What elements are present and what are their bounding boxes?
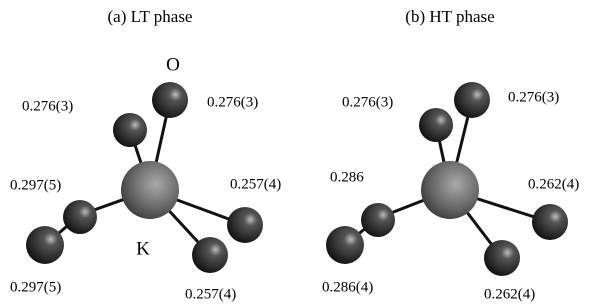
o-atom (484, 240, 520, 276)
k-atom (121, 161, 179, 219)
panel-a: (a) LT phase O K 0.276(3) 0.276(3) 0.297… (10, 7, 281, 303)
figure: (a) LT phase O K 0.276(3) 0.276(3) 0.297… (0, 0, 592, 306)
distance-label: 0.286(4) (322, 279, 373, 295)
distance-label: 0.286 (330, 169, 364, 185)
distance-label: 0.276(3) (508, 89, 559, 105)
o-atom (361, 203, 395, 237)
atom-label: K (136, 238, 150, 259)
distance-label: 0.297(5) (10, 177, 61, 193)
panel-title: (b) HT phase (405, 7, 494, 26)
distance-label: 0.276(3) (342, 94, 393, 110)
o-atom (192, 237, 228, 273)
atom-label: O (166, 54, 180, 75)
k-atom (421, 161, 479, 219)
distance-label: 0.262(4) (528, 176, 579, 192)
o-atom (454, 82, 490, 118)
distance-label: 0.297(5) (10, 279, 61, 295)
o-atom (63, 200, 97, 234)
distance-label: 0.276(3) (22, 98, 73, 114)
panel-title: (a) LT phase (108, 7, 193, 26)
o-atom (152, 82, 188, 118)
o-atom (532, 204, 568, 240)
o-atom (227, 207, 263, 243)
distance-label: 0.257(4) (230, 176, 281, 192)
o-atom (113, 113, 147, 147)
distance-label: 0.262(4) (484, 286, 535, 302)
distance-label: 0.276(3) (207, 94, 258, 110)
panel-b: (b) HT phase 0.276(3) 0.276(3) 0.286 0.2… (322, 7, 579, 303)
o-atom (326, 226, 364, 264)
o-atom (419, 108, 453, 142)
o-atom (26, 226, 64, 264)
distance-label: 0.257(4) (185, 286, 236, 302)
